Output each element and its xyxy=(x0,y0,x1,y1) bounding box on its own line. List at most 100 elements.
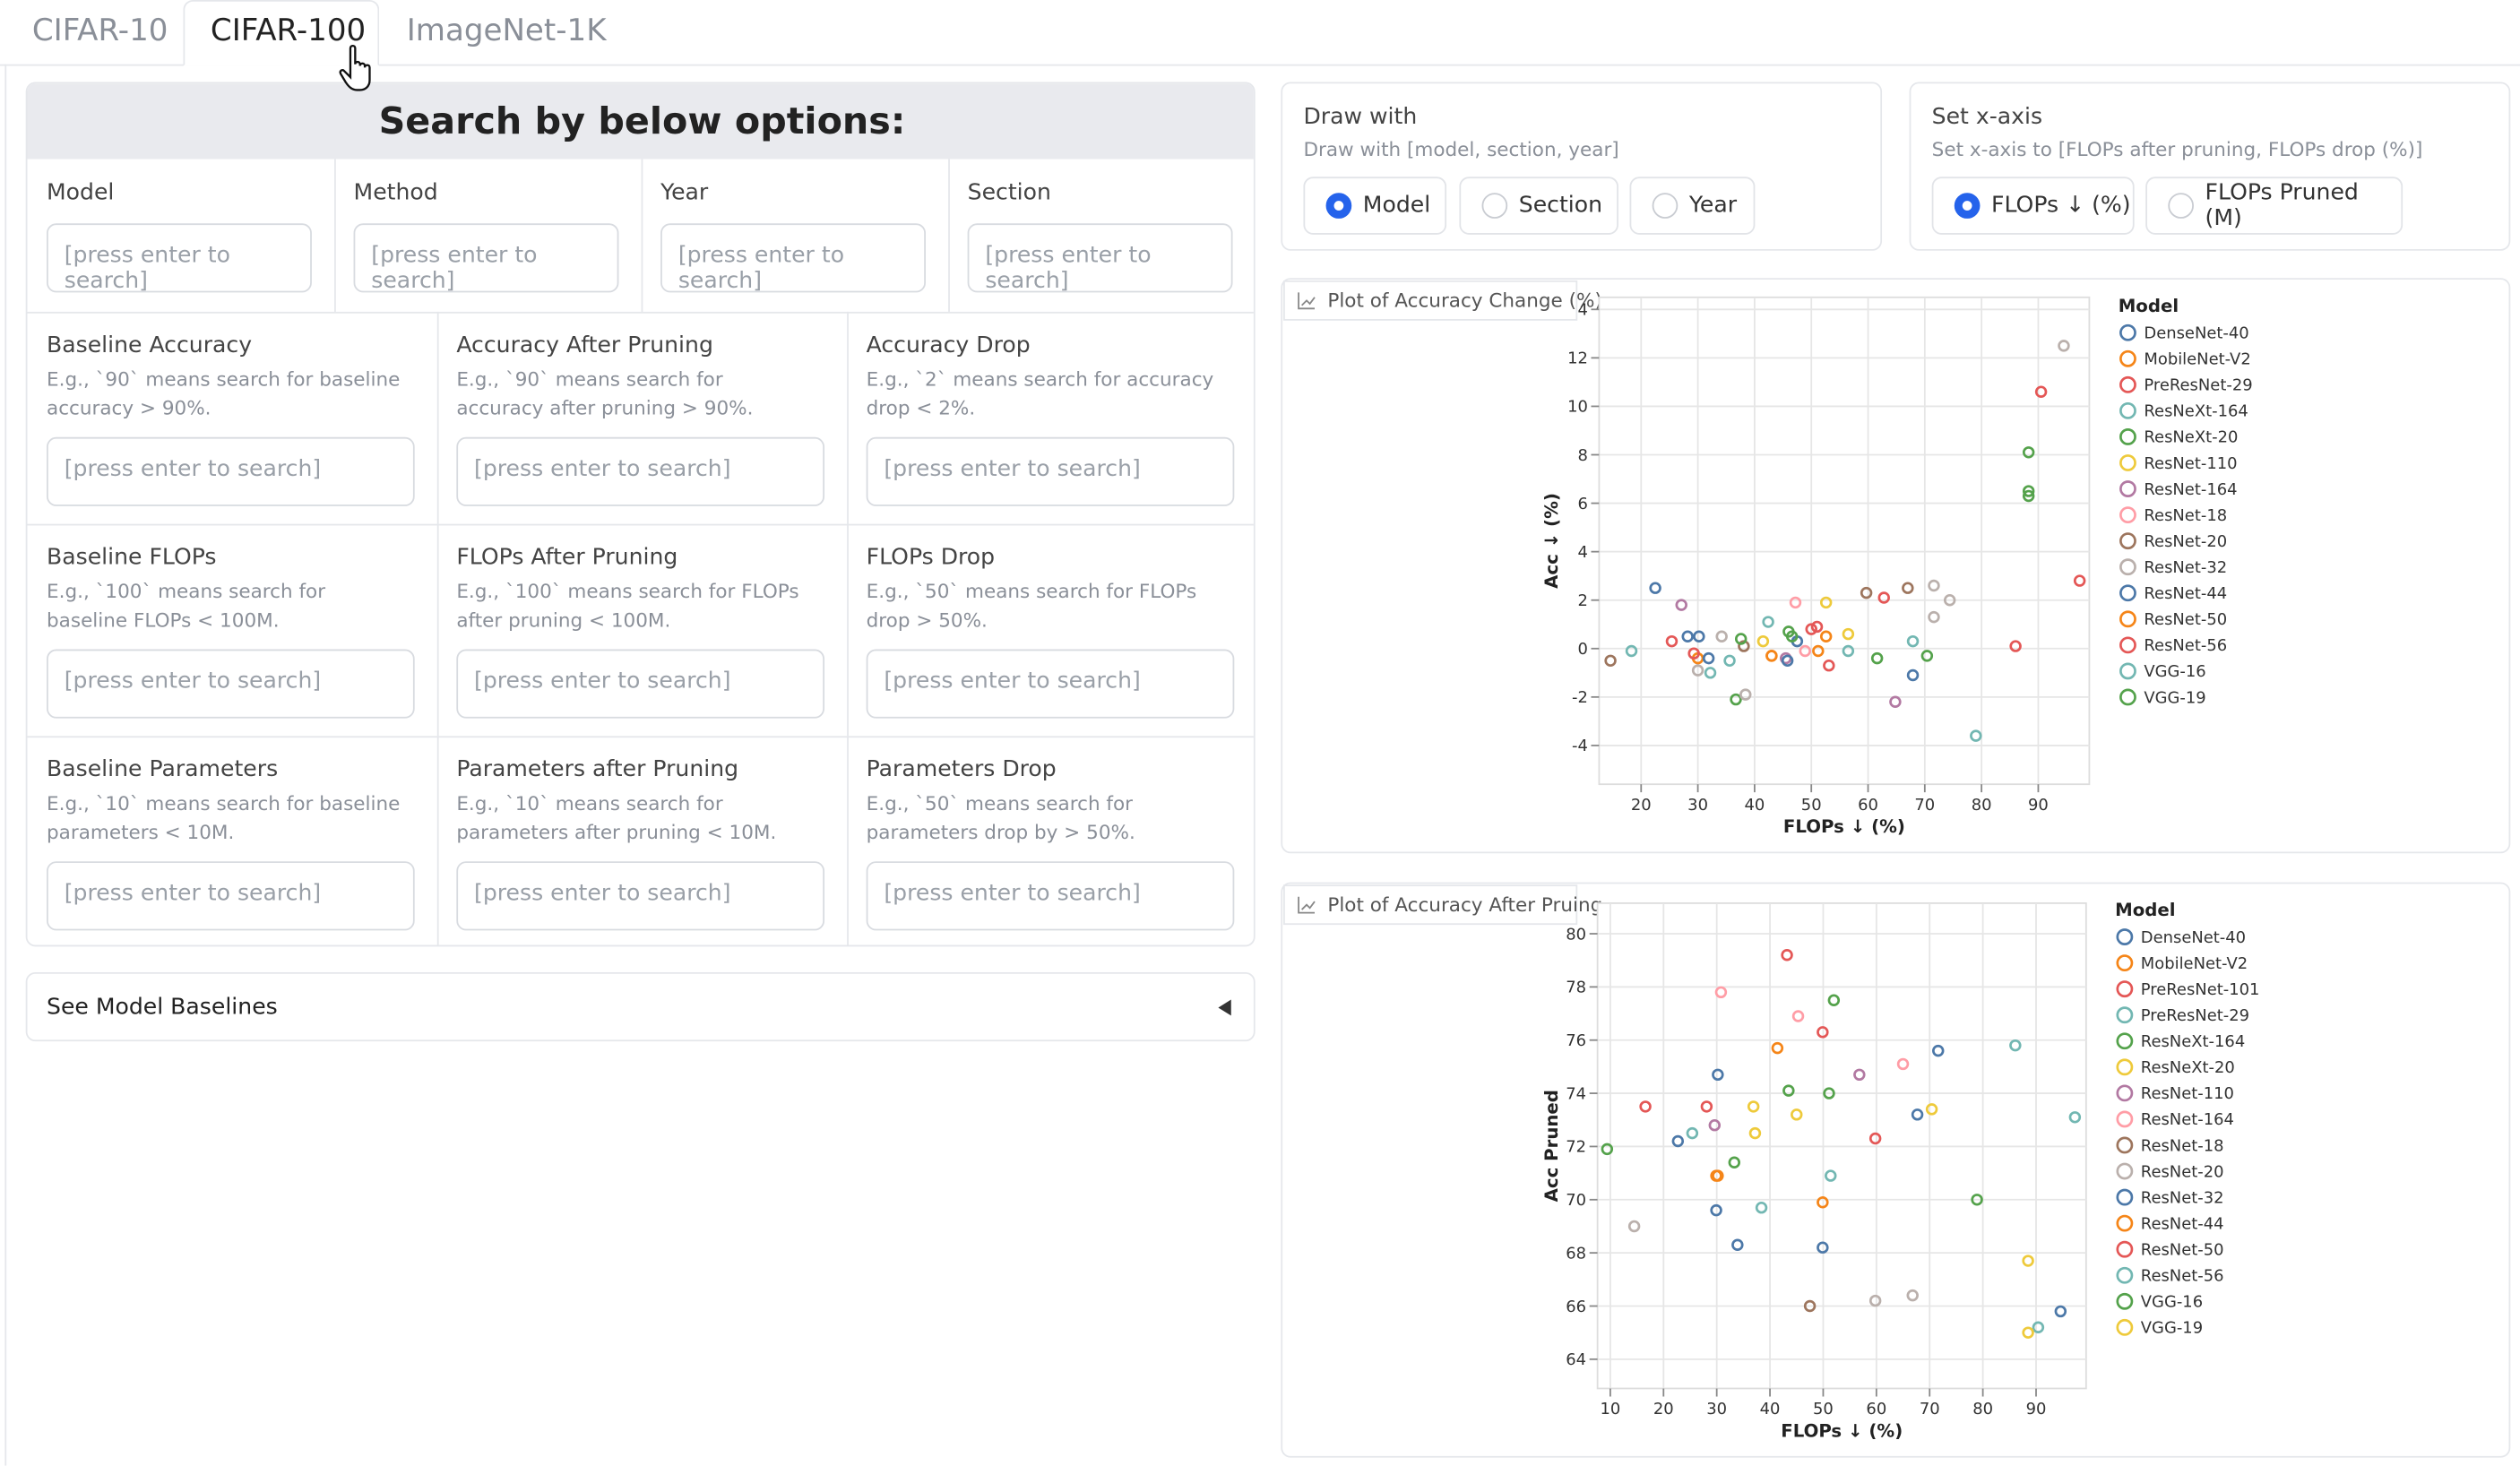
radio-option[interactable]: Year xyxy=(1629,177,1756,235)
y-tick-label: 78 xyxy=(1566,979,1586,997)
field-label: Parameters after Pruning xyxy=(456,756,739,783)
data-point xyxy=(1791,1108,1803,1121)
legend-marker xyxy=(2119,610,2136,628)
legend-label: ResNet-20 xyxy=(2144,532,2227,551)
field-hint: E.g., `10` means search for parameters a… xyxy=(456,792,777,844)
x-tick-label: 10 xyxy=(1600,1400,1620,1419)
data-point xyxy=(1782,1084,1795,1097)
data-point xyxy=(1819,596,1833,609)
data-point xyxy=(1827,994,1841,1006)
search-input[interactable]: [press enter to search] xyxy=(660,223,926,294)
field-label: Baseline FLOPs xyxy=(47,544,217,571)
search-input[interactable]: [press enter to search] xyxy=(353,223,619,294)
search-input[interactable]: [press enter to search] xyxy=(456,649,825,719)
y-tick-label: 80 xyxy=(1566,925,1586,944)
x-tick-label: 40 xyxy=(1744,796,1765,815)
radio-label: FLOPs Pruned (M) xyxy=(2205,179,2359,232)
data-point xyxy=(1825,1169,1837,1182)
data-point xyxy=(1932,1044,1945,1057)
data-point xyxy=(1868,1132,1882,1145)
field-hint: E.g., `90` means search for baseline acc… xyxy=(47,367,401,420)
baselines-accordion[interactable]: See Model Baselines xyxy=(25,972,1256,1042)
legend-marker xyxy=(2116,1188,2134,1206)
legend-marker xyxy=(2119,323,2136,341)
radio-button[interactable] xyxy=(2168,193,2194,219)
tab[interactable]: CIFAR-100 xyxy=(210,13,367,48)
search-input[interactable]: [press enter to search] xyxy=(47,436,415,506)
data-point xyxy=(1708,1118,1722,1132)
data-point xyxy=(1943,593,1956,607)
tab-divider xyxy=(0,64,2520,66)
search-input[interactable]: [press enter to search] xyxy=(47,861,415,931)
radio-button[interactable] xyxy=(1481,193,1508,219)
data-point xyxy=(1971,1194,1983,1206)
search-input[interactable]: [press enter to search] xyxy=(47,649,415,719)
search-input[interactable]: [press enter to search] xyxy=(456,436,825,506)
data-point xyxy=(1842,644,1855,658)
radio-button[interactable] xyxy=(1325,193,1352,219)
data-point xyxy=(2022,489,2035,503)
plot-icon xyxy=(1298,896,1316,914)
y-tick-label: 68 xyxy=(1566,1244,1586,1263)
field-hint: E.g., `10` means search for baseline par… xyxy=(47,792,401,844)
data-point xyxy=(1730,693,1742,706)
data-point xyxy=(1714,986,1728,999)
legend-marker xyxy=(2116,1136,2134,1154)
x-tick-label: 20 xyxy=(1631,796,1652,815)
data-point xyxy=(1765,650,1778,662)
data-point xyxy=(1906,668,1920,682)
field-label: Model xyxy=(47,179,115,206)
y-tick-label: 6 xyxy=(1577,495,1587,513)
search-input[interactable]: [press enter to search] xyxy=(967,223,1233,294)
plot-title-tab xyxy=(1283,280,1578,321)
active-tab-box xyxy=(183,0,380,66)
legend-marker xyxy=(2116,980,2134,998)
legend-label: ResNet-164 xyxy=(2141,1110,2234,1129)
data-point xyxy=(1704,667,1717,679)
cell-divider xyxy=(847,311,849,524)
radio-button[interactable] xyxy=(1652,193,1679,219)
x-tick-label: 80 xyxy=(1972,1400,1993,1419)
legend-label: ResNet-110 xyxy=(2141,1084,2234,1103)
radio-option[interactable]: FLOPs Pruned (M) xyxy=(2145,177,2403,235)
x-tick-label: 30 xyxy=(1706,1400,1727,1419)
y-tick-label: 64 xyxy=(1566,1350,1586,1369)
y-axis-title: Acc Pruned xyxy=(1541,1090,1562,1202)
legend-label: VGG-19 xyxy=(2144,688,2205,707)
cell-divider xyxy=(436,311,439,524)
radio-option[interactable]: FLOPs ↓ (%) xyxy=(1931,177,2135,235)
y-tick-label: 4 xyxy=(1577,543,1587,562)
search-input[interactable]: [press enter to search] xyxy=(866,649,1235,719)
tab[interactable]: CIFAR-10 xyxy=(31,13,168,48)
data-point xyxy=(1687,647,1700,660)
data-point xyxy=(1789,596,1802,609)
data-point xyxy=(1625,644,1638,658)
data-point xyxy=(1671,1134,1685,1148)
field-hint: E.g., `50` means search for FLOPs drop >… xyxy=(866,580,1197,632)
field-hint: E.g., `100` means search for baseline FL… xyxy=(47,580,326,632)
x-axis-label: Set x-axis xyxy=(1931,104,2043,131)
legend-label: ResNet-32 xyxy=(2144,558,2227,577)
legend-marker xyxy=(2119,506,2136,524)
legend-marker xyxy=(2116,1006,2134,1024)
search-input[interactable]: [press enter to search] xyxy=(866,861,1235,931)
search-input[interactable]: [press enter to search] xyxy=(47,223,312,294)
data-point xyxy=(1748,1126,1762,1140)
radio-option[interactable]: Model xyxy=(1303,177,1447,235)
data-point xyxy=(1877,591,1890,604)
radio-option[interactable]: Section xyxy=(1459,177,1618,235)
field-hint: E.g., `100` means search for FLOPs after… xyxy=(456,580,799,632)
legend-label: PreResNet-101 xyxy=(2141,980,2260,999)
radio-label: FLOPs ↓ (%) xyxy=(1991,193,2131,219)
search-input[interactable]: [press enter to search] xyxy=(866,436,1235,506)
radio-button[interactable] xyxy=(1954,193,1981,219)
search-panel: Search by below options: Model [press ent… xyxy=(25,82,1256,947)
legend-label: DenseNet-40 xyxy=(2144,324,2248,343)
data-point xyxy=(1928,579,1940,592)
search-input[interactable]: [press enter to search] xyxy=(456,861,825,931)
tab[interactable]: ImageNet-1K xyxy=(406,13,607,48)
data-point xyxy=(1817,1241,1829,1254)
field-hint: E.g., `90` means search for accuracy aft… xyxy=(456,367,754,420)
